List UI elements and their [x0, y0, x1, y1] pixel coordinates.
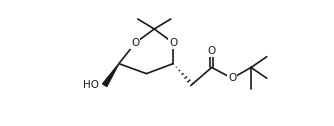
Text: HO: HO: [83, 80, 99, 90]
Polygon shape: [103, 64, 119, 87]
Text: O: O: [131, 38, 140, 48]
Text: O: O: [228, 73, 236, 83]
Text: O: O: [169, 38, 177, 48]
Text: O: O: [207, 46, 216, 56]
